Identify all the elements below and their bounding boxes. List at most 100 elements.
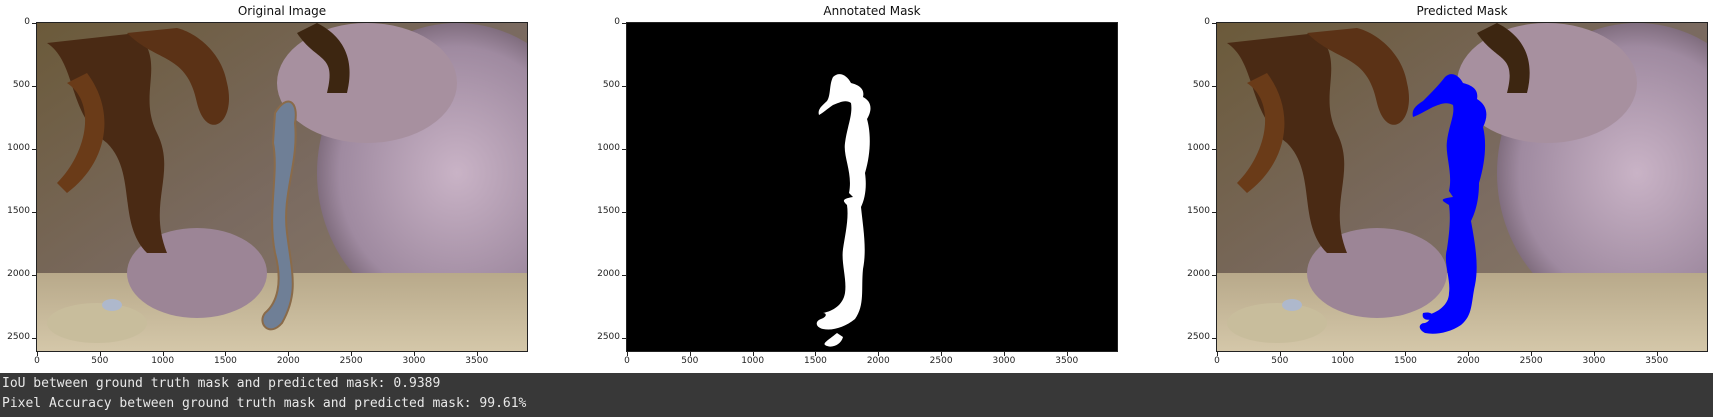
y-tickmark xyxy=(622,86,626,88)
x-tickmark xyxy=(1342,352,1344,356)
x-tickmark xyxy=(1066,352,1068,356)
x-tick-label: 3000 xyxy=(402,356,426,366)
y-tickmark xyxy=(622,338,626,340)
panel-title-annotated: Annotated Mask xyxy=(823,4,921,18)
y-tick-label: 2500 xyxy=(597,332,620,343)
panel-original-image: Original Image xyxy=(7,0,528,373)
x-tick-label: 3000 xyxy=(992,356,1016,366)
x-tick-label: 0 xyxy=(1214,356,1220,366)
original-image xyxy=(37,23,527,351)
y-tick-label: 2000 xyxy=(1187,269,1210,280)
y-tickmark xyxy=(32,23,36,24)
x-tickmark xyxy=(413,352,415,356)
y-tick-label: 500 xyxy=(12,80,30,91)
x-tickmark xyxy=(752,352,754,356)
y-tickmark xyxy=(32,212,36,214)
y-tick-label: 0 xyxy=(1204,17,1210,27)
y-tickmark xyxy=(622,149,626,151)
x-tickmark xyxy=(941,352,943,356)
y-tick-label: 1500 xyxy=(597,206,620,217)
y-tick-label: 1500 xyxy=(1187,206,1210,217)
matplotlib-figure: Original Image xyxy=(7,0,1708,373)
y-tickmark xyxy=(1212,275,1216,277)
x-tick-label: 1000 xyxy=(741,356,765,366)
notebook-output-area: IoU between ground truth mask and predic… xyxy=(0,373,1713,417)
x-tickmark xyxy=(1279,352,1281,356)
x-tickmark xyxy=(1656,352,1658,356)
panel-title-original: Original Image xyxy=(237,4,327,18)
x-tickmark xyxy=(1593,352,1595,356)
x-tick-label: 1500 xyxy=(1394,356,1417,366)
y-tickmark xyxy=(1212,212,1216,214)
x-tick-label: 2000 xyxy=(866,356,890,366)
x-tick-label: 3500 xyxy=(1645,356,1669,366)
x-tick-label: 500 xyxy=(91,356,109,366)
y-tickmark xyxy=(622,212,626,214)
y-tickmark xyxy=(32,86,36,88)
panel-predicted-mask: Predicted Mask xyxy=(1187,0,1708,373)
predicted-mask-image xyxy=(1217,23,1707,351)
original-image-axes xyxy=(36,22,528,352)
y-tick-label: 1000 xyxy=(597,143,620,154)
y-tickmark xyxy=(32,149,36,151)
x-tick-label: 2000 xyxy=(1456,356,1480,366)
x-tickmark xyxy=(1217,352,1218,356)
x-tickmark xyxy=(1468,352,1470,356)
x-tickmark xyxy=(815,352,817,356)
x-tickmark xyxy=(99,352,101,356)
pixel-accuracy-result-line: Pixel Accuracy between ground truth mask… xyxy=(2,396,527,411)
x-tickmark xyxy=(162,352,164,356)
x-tickmark xyxy=(689,352,691,356)
x-tick-label: 500 xyxy=(681,356,699,366)
y-tick-label: 500 xyxy=(1192,80,1210,91)
x-tick-label: 2500 xyxy=(1519,356,1543,366)
y-tick-label: 0 xyxy=(614,17,620,27)
x-tickmark xyxy=(476,352,478,356)
x-tick-label: 2000 xyxy=(276,356,300,366)
x-tickmark xyxy=(878,352,880,356)
x-tickmark xyxy=(37,352,38,356)
y-tick-label: 2000 xyxy=(597,269,620,280)
predicted-mask-axes xyxy=(1216,22,1708,352)
x-tick-label: 1500 xyxy=(804,356,827,366)
y-tickmark xyxy=(1212,86,1216,88)
y-tickmark xyxy=(1212,149,1216,151)
seahorse-mask-shape xyxy=(816,74,871,330)
x-tick-label: 2500 xyxy=(929,356,953,366)
x-tick-label: 3000 xyxy=(1582,356,1606,366)
y-tickmark xyxy=(622,23,626,24)
x-tick-label: 3500 xyxy=(465,356,489,366)
seahorse-prediction-overlay xyxy=(1412,74,1487,334)
y-tick-label: 1000 xyxy=(1187,143,1210,154)
x-tickmark xyxy=(288,352,290,356)
x-tickmark xyxy=(627,352,628,356)
x-tick-label: 1000 xyxy=(151,356,175,366)
y-tickmark xyxy=(1212,338,1216,340)
x-tickmark xyxy=(1405,352,1407,356)
iou-result-line: IoU between ground truth mask and predic… xyxy=(2,376,441,391)
annotated-mask-axes xyxy=(626,22,1118,352)
x-tickmark xyxy=(225,352,227,356)
y-tick-label: 0 xyxy=(24,17,30,27)
panel-title-predicted: Predicted Mask xyxy=(1416,4,1508,18)
annotated-mask-image xyxy=(627,23,1117,351)
x-tickmark xyxy=(1531,352,1533,356)
y-tickmark xyxy=(1212,23,1216,24)
y-tick-label: 2500 xyxy=(1187,332,1210,343)
x-tick-label: 1000 xyxy=(1331,356,1355,366)
x-tick-label: 3500 xyxy=(1055,356,1079,366)
panel-annotated-mask: Annotated Mask 0 500 1000 1500 2000 2500 0 500 1… xyxy=(597,0,1118,373)
x-tick-label: 2500 xyxy=(339,356,363,366)
y-tickmark xyxy=(32,338,36,340)
y-tickmark xyxy=(622,275,626,277)
y-tick-label: 2000 xyxy=(7,269,30,280)
y-tickmark xyxy=(32,275,36,277)
y-tick-label: 2500 xyxy=(7,332,30,343)
x-tick-label: 0 xyxy=(34,356,40,366)
x-tick-label: 1500 xyxy=(214,356,237,366)
x-tickmark xyxy=(1003,352,1005,356)
y-tick-label: 500 xyxy=(602,80,620,91)
y-tick-label: 1500 xyxy=(7,206,30,217)
x-tickmark xyxy=(351,352,353,356)
x-tick-label: 0 xyxy=(624,356,630,366)
